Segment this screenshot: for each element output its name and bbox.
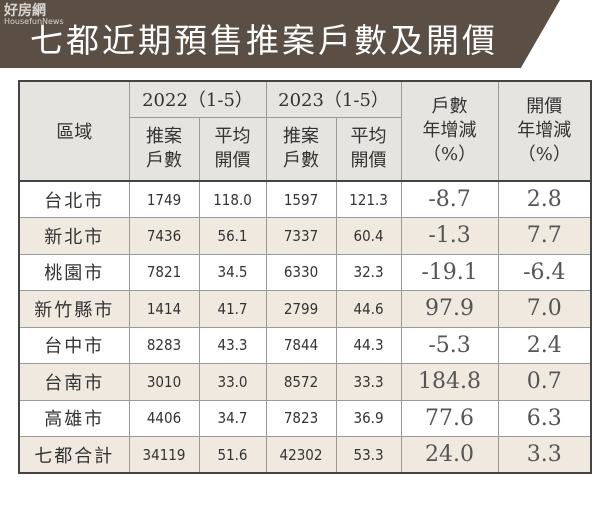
- header-cell: 開價年增減 （%）: [497, 80, 592, 182]
- header-line: （%）: [422, 144, 477, 165]
- table-cell: 8283: [128, 326, 200, 364]
- table-cell: 3.3: [497, 436, 592, 474]
- header-line: 年增減: [422, 120, 477, 141]
- header-cell: 推案 戶數: [265, 116, 337, 182]
- table-cell: 2.8: [497, 180, 592, 218]
- header-line: （%）: [517, 144, 571, 165]
- table-cell: 7337: [265, 217, 337, 255]
- table-cell: 3010: [128, 363, 200, 401]
- table-cell: 60.4: [335, 217, 402, 255]
- table-row: 台中市 8283 43.3 7844 44.3 -5.3 2.4: [18, 326, 592, 364]
- header-cell: 平均 開價: [335, 116, 402, 182]
- table-cell: -19.1: [400, 253, 499, 291]
- table-cell: 53.3: [335, 436, 402, 474]
- table-cell: 台北市: [18, 180, 130, 218]
- table-cell: 0.7: [497, 363, 592, 401]
- table-cell: 33.0: [198, 363, 267, 401]
- header-line: 開價: [350, 149, 387, 171]
- table-cell: 184.8: [400, 363, 499, 401]
- header-row: 區域 2022（1-5） 2023（1-5） 戶數 年增減 （%） 開價 年增減 （%）: [18, 80, 592, 182]
- header-line: 開價: [214, 149, 251, 171]
- table-body: 台北市 1749 118.0 1597 121.3 -8.7 2.8 新北市 7436 56.1 7…: [18, 180, 592, 474]
- table-cell: 台中市: [18, 326, 130, 364]
- table-cell: 4406: [128, 399, 200, 437]
- watermark: 好房網 HousefunNews: [4, 2, 64, 26]
- table-cell: 44.3: [335, 326, 402, 364]
- table-row: 七都合計 34119 51.6 42302 53.3 24.0 3.3: [18, 436, 592, 474]
- table-cell: 1414: [128, 290, 200, 328]
- table-cell: 7436: [128, 217, 200, 255]
- header-cell: 區域: [18, 80, 130, 182]
- header-cell: 2023（1-5）: [265, 80, 402, 118]
- table-cell: 33.3: [335, 363, 402, 401]
- watermark-name: 好房網: [4, 3, 46, 19]
- table-cell: 台南市: [18, 363, 130, 401]
- table-cell: 新北市: [18, 217, 130, 255]
- header-line: 平均: [214, 125, 251, 147]
- table-cell: -6.4: [497, 253, 592, 291]
- header-line: 年增減: [517, 120, 572, 141]
- watermark-sub: HousefunNews: [4, 17, 64, 26]
- table-row: 台北市 1749 118.0 1597 121.3 -8.7 2.8: [18, 180, 592, 218]
- table-cell: 56.1: [198, 217, 267, 255]
- table-cell: 7823: [265, 399, 337, 437]
- table-cell: 桃園市: [18, 253, 130, 291]
- title: 七都近期預售推案戶數及開價: [30, 21, 498, 60]
- table-cell: 44.6: [335, 290, 402, 328]
- table-cell: 34.7: [198, 399, 267, 437]
- table-row: 台南市 3010 33.0 8572 33.3 184.8 0.7: [18, 363, 592, 401]
- header-line: 開價: [526, 96, 563, 117]
- table-cell: 1597: [265, 180, 337, 218]
- header-cell: 推案 戶數: [128, 116, 200, 182]
- header-line: 推案: [146, 125, 182, 147]
- table-cell: -1.3: [400, 217, 499, 255]
- table-cell: 6330: [265, 253, 337, 291]
- table-cell: 36.9: [335, 399, 402, 437]
- header-cell: 2022（1-5）: [128, 80, 267, 118]
- table-row: 新北市 7436 56.1 7337 60.4 -1.3 7.7: [18, 217, 592, 255]
- table-row: 高雄市 4406 34.7 7823 36.9 77.6 6.3: [18, 399, 592, 437]
- table-cell: 118.0: [198, 180, 267, 218]
- table-cell: 34.5: [198, 253, 267, 291]
- header-line: 戶數: [431, 96, 468, 117]
- table-row: 桃園市 7821 34.5 6330 32.3 -19.1 -6.4: [18, 253, 592, 291]
- table-cell: 8572: [265, 363, 337, 401]
- header-line: 戶數: [146, 149, 182, 171]
- table-cell: 43.3: [198, 326, 267, 364]
- table-cell: 24.0: [400, 436, 499, 474]
- table-cell: 97.9: [400, 290, 499, 328]
- table-cell: 7.7: [497, 217, 592, 255]
- header-row: 推案 戶數 平均 開價 推案 戶數 平均 開價: [19, 116, 591, 182]
- header-cell: 戶數年增減 （%）: [400, 80, 499, 182]
- table-cell: 高雄市: [18, 399, 130, 437]
- table-row: 新竹縣市 1414 41.7 2799 44.6 97.9 7.0: [18, 290, 592, 328]
- table-cell: 2.4: [497, 326, 592, 364]
- table-cell: 42302: [265, 436, 337, 474]
- table-cell: 34119: [128, 436, 200, 474]
- header-line: 平均: [350, 125, 387, 147]
- header-cell: 平均 開價: [198, 116, 267, 182]
- table-cell: 77.6: [400, 399, 499, 437]
- table-cell: -5.3: [400, 326, 499, 364]
- data-table: 區域 2022（1-5） 2023（1-5） 戶數 年增減 （%） 開價 年增減 （%） 推案 戶數…: [18, 80, 593, 474]
- table-cell: 32.3: [335, 253, 402, 291]
- table-cell: 41.7: [198, 290, 267, 328]
- table-cell: 6.3: [497, 399, 592, 437]
- table-cell: 7821: [128, 253, 200, 291]
- table-cell: 七都合計: [18, 436, 130, 474]
- table-cell: -8.7: [400, 180, 499, 218]
- table-cell: 2799: [265, 290, 337, 328]
- table-cell: 7.0: [497, 290, 592, 328]
- header-line: 戶數: [283, 149, 320, 171]
- table-head: 區域 2022（1-5） 2023（1-5） 戶數 年增減 （%） 開價 年增減 （%） 推案 戶數…: [18, 80, 592, 182]
- table-cell: 1749: [128, 180, 200, 218]
- table-cell: 7844: [265, 326, 337, 364]
- header-line: 推案: [283, 125, 320, 147]
- table-cell: 121.3: [335, 180, 402, 218]
- title-bar: [0, 0, 560, 68]
- table-cell: 新竹縣市: [18, 290, 130, 328]
- table-cell: 51.6: [198, 436, 267, 474]
